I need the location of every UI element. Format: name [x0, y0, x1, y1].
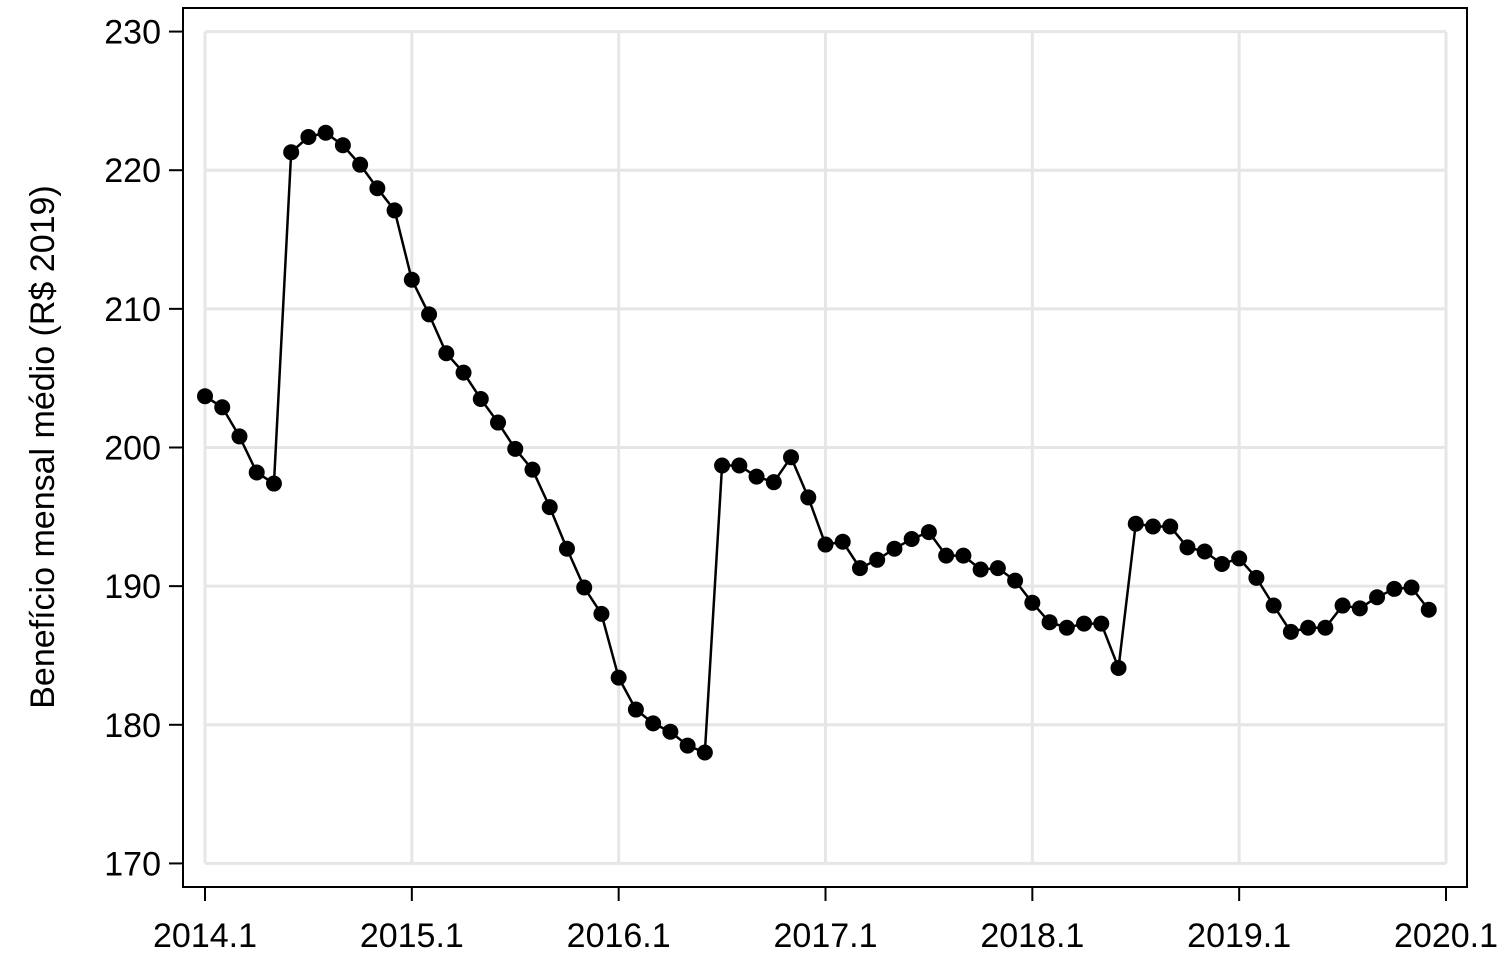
y-tick-label: 170	[104, 845, 161, 883]
marker	[972, 561, 989, 578]
marker	[1334, 597, 1351, 614]
marker	[369, 180, 386, 197]
marker	[1179, 539, 1196, 556]
x-tick-label: 2016.1	[567, 917, 671, 953]
marker	[1386, 580, 1403, 597]
marker	[1162, 518, 1179, 535]
marker	[1076, 615, 1093, 632]
y-tick-label: 190	[104, 568, 161, 606]
y-tick-label: 200	[104, 430, 161, 468]
marker	[920, 524, 937, 541]
marker	[1231, 550, 1248, 567]
marker	[403, 271, 420, 288]
y-tick-label: 180	[104, 707, 161, 745]
marker	[696, 744, 713, 761]
marker	[283, 144, 300, 161]
marker	[645, 715, 662, 732]
marker	[352, 156, 369, 173]
marker	[1420, 601, 1437, 618]
y-tick-label: 210	[104, 291, 161, 329]
marker	[1265, 597, 1282, 614]
marker	[490, 414, 507, 431]
x-tick-label: 2019.1	[1187, 917, 1291, 953]
marker	[214, 399, 231, 416]
marker	[541, 499, 558, 516]
marker	[938, 547, 955, 564]
marker	[197, 388, 213, 405]
marker	[593, 605, 610, 622]
marker	[955, 547, 972, 564]
marker	[1248, 569, 1265, 586]
marker	[1213, 555, 1230, 572]
marker	[903, 531, 920, 548]
marker	[886, 540, 903, 557]
marker	[317, 124, 334, 141]
marker	[524, 461, 541, 478]
y-axis-label: Benefício mensal médio (R$ 2019)	[24, 185, 62, 709]
marker	[1403, 579, 1420, 596]
marker	[455, 364, 472, 381]
marker	[765, 474, 782, 491]
marker	[748, 468, 765, 485]
marker	[783, 449, 800, 466]
marker	[1024, 594, 1041, 611]
marker	[817, 536, 834, 553]
marker	[1110, 659, 1127, 676]
marker	[851, 560, 868, 577]
marker	[731, 457, 748, 474]
marker	[1300, 619, 1317, 636]
marker	[834, 533, 851, 550]
x-tick-label: 2014.1	[153, 917, 257, 953]
marker	[1196, 543, 1213, 560]
marker	[989, 560, 1006, 577]
marker	[627, 701, 644, 718]
marker	[800, 489, 817, 506]
marker	[576, 579, 593, 596]
y-tick-label: 220	[104, 152, 161, 190]
marker	[1351, 600, 1368, 617]
y-tick-label: 230	[104, 14, 161, 52]
marker	[438, 345, 455, 362]
marker	[1058, 619, 1075, 636]
marker	[869, 551, 886, 568]
marker	[231, 428, 248, 445]
marker	[472, 390, 489, 407]
x-tick-label: 2018.1	[980, 917, 1084, 953]
x-tick-label: 2017.1	[774, 917, 878, 953]
marker	[421, 306, 438, 323]
marker	[300, 128, 317, 145]
marker	[558, 540, 575, 557]
x-tick-label: 2015.1	[360, 917, 464, 953]
marker	[1093, 615, 1110, 632]
marker	[386, 202, 403, 219]
marker	[1127, 515, 1144, 532]
marker	[507, 440, 524, 457]
marker	[1041, 614, 1058, 631]
marker	[334, 137, 351, 154]
marker	[1282, 623, 1299, 640]
marker	[1369, 589, 1386, 606]
marker	[610, 669, 627, 686]
x-tick-label: 2020.1	[1394, 917, 1498, 953]
marker	[248, 464, 265, 481]
marker	[714, 457, 731, 474]
marker	[1317, 619, 1334, 636]
marker	[265, 475, 282, 492]
marker	[679, 737, 696, 754]
marker	[1007, 572, 1024, 589]
marker	[1144, 518, 1161, 535]
marker	[662, 723, 679, 740]
